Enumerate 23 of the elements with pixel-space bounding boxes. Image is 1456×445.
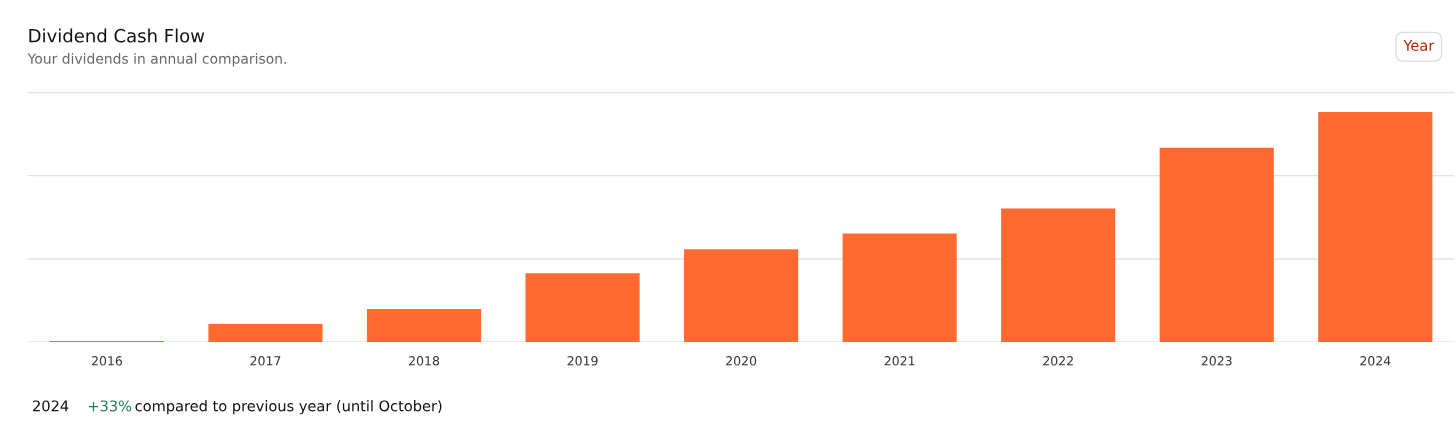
x-tick-label: 2016 [91, 356, 123, 366]
bar [842, 233, 957, 342]
x-tick-label: 2021 [884, 356, 915, 366]
x-tick-label: 2023 [1201, 356, 1232, 366]
bar [525, 273, 640, 342]
x-tick-label: 2019 [567, 356, 598, 366]
text: Year [1403, 40, 1435, 51]
bar [366, 309, 482, 342]
text: 2024 [33, 400, 69, 412]
bar [208, 324, 323, 342]
x-tick-label: 2020 [726, 356, 757, 366]
text: +33% [88, 400, 132, 412]
x-tick-label: 2024 [1360, 356, 1391, 366]
bar [1001, 208, 1116, 342]
text: compared to previous year (until October) [135, 400, 442, 415]
chart-subtitle: Your dividends in annual comparison. [27, 53, 286, 67]
x-tick-label: 2018 [409, 356, 440, 366]
bar [1318, 111, 1433, 342]
x-tick-label: 2022 [1043, 356, 1073, 366]
bar [1159, 147, 1274, 342]
bar [684, 249, 799, 342]
x-tick-label: 2017 [250, 356, 281, 366]
chart-title: Dividend Cash Flow [29, 28, 205, 43]
